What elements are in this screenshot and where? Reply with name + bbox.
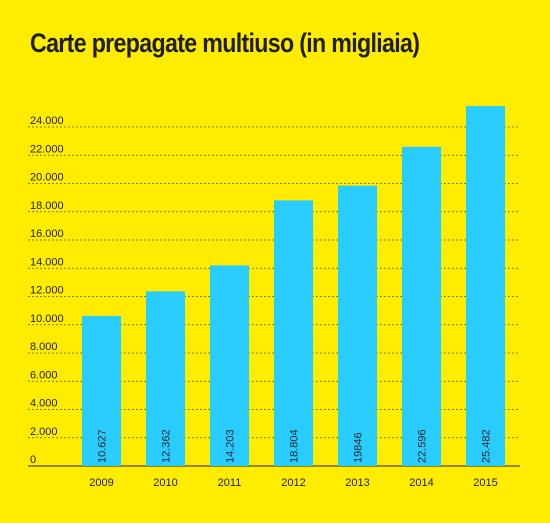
data-label-2015: 25.482 [481,429,493,463]
x-tick-label: 2014 [409,477,433,489]
y-tick-label: 6.000 [30,369,58,381]
y-tick-label: 12.000 [30,285,64,297]
y-tick-label: 16.000 [30,228,64,240]
x-tick-label: 2012 [281,477,305,489]
y-tick-label: 4.000 [30,398,58,410]
y-tick-label: 2.000 [30,426,58,438]
chart-title: Carte prepagate multiuso (in migliaia) [30,28,420,58]
x-tick-label: 2011 [218,477,242,489]
bar-2010 [146,291,185,466]
bar-2012 [274,200,313,466]
y-tick-label: 22.000 [30,143,64,155]
bar-2013 [338,185,377,467]
bar-2011 [210,265,249,466]
data-label-2014: 22.596 [417,429,429,463]
y-tick-label: 20.000 [30,172,64,184]
y-tick-label: 8.000 [30,341,58,353]
y-tick-label: 10.000 [30,313,64,325]
y-tick-label: 24.000 [30,115,64,127]
data-label-2009: 10.627 [97,429,109,463]
data-label-2011: 14.203 [225,429,237,463]
y-tick-label: 0 [30,454,36,466]
data-label-2010: 12.362 [161,429,173,463]
y-tick-label: 14.000 [30,256,64,268]
data-label-2013: 19846 [353,432,365,463]
labels: 0 2.000 4.000 6.000 8.000 10.000 12.000 14.000 1… [30,115,498,489]
bar-2015 [466,106,505,467]
bar-2014 [402,146,441,467]
x-tick-label: 2015 [473,477,497,489]
x-tick-label: 2010 [153,477,177,489]
bars [82,106,505,467]
x-tick-label: 2009 [89,477,113,489]
bar-2009 [82,315,121,466]
data-label-2012: 18.804 [289,429,301,463]
y-tick-label: 18.000 [30,200,64,212]
x-tick-label: 2013 [345,477,369,489]
